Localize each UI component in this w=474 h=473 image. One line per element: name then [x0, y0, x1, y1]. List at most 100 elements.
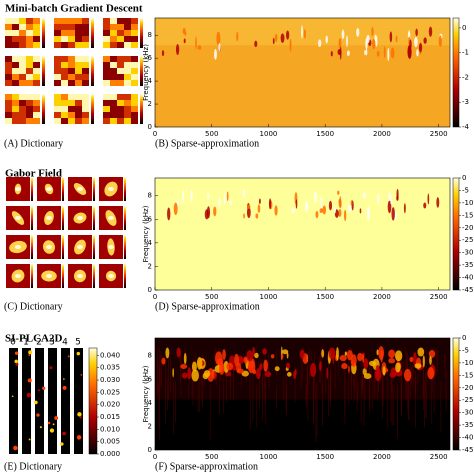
colorbar-tick-label: 0.015 — [100, 413, 120, 421]
dictionary-spot — [34, 400, 38, 405]
spectrogram-blob — [280, 33, 285, 43]
dictionary-colorbar — [31, 177, 33, 201]
spectrogram-blob — [274, 33, 278, 43]
dictionary-cell — [19, 30, 26, 36]
spectrogram-blob — [383, 46, 386, 59]
dictionary-cell — [124, 68, 131, 74]
spectrogram-blob — [281, 353, 284, 359]
dictionary-cell — [54, 42, 61, 48]
dictionary-cell — [26, 74, 33, 80]
dictionary-cell — [54, 74, 61, 80]
spectrogram-blob — [218, 42, 221, 52]
colorbar-tick-label: 0.025 — [100, 388, 120, 396]
spectrogram-blob — [337, 190, 340, 195]
spectrogram-blob — [226, 191, 229, 202]
spectrogram-blob — [423, 37, 427, 44]
dictionary-cell — [110, 118, 117, 124]
spectrogram-blob — [364, 49, 366, 56]
spectrogram-blob — [291, 208, 296, 214]
spectrogram-streak — [393, 385, 395, 426]
dictionary-cell — [82, 112, 89, 118]
spectrogram-blob — [289, 38, 292, 52]
spectrogram-streak — [168, 357, 170, 401]
dictionary-cell — [110, 68, 117, 74]
colorbar-tick-label: -45 — [462, 286, 473, 294]
dictionary-cell — [33, 80, 40, 86]
dictionary-cell — [75, 106, 82, 112]
dictionary-cell — [19, 36, 26, 42]
spectrogram-blob — [414, 363, 422, 369]
spectrogram-streak — [435, 347, 437, 365]
dictionary-cell — [19, 62, 26, 68]
dictionary-cell — [117, 106, 124, 112]
dictionary-cell — [12, 68, 19, 74]
spectrogram-streak — [412, 351, 414, 384]
y-tick-label: 2 — [148, 422, 152, 430]
spectrogram-blob — [238, 357, 243, 363]
spectrogram-streak — [158, 361, 160, 393]
gabor-core — [46, 245, 52, 249]
spectrogram-streak — [302, 347, 304, 382]
x-tick-label: 0 — [153, 293, 157, 301]
dictionary-cell — [54, 112, 61, 118]
spectrogram-blob — [414, 36, 418, 48]
spectrogram-blob — [167, 207, 171, 221]
dictionary-cell — [82, 106, 89, 112]
dictionary-cell — [103, 118, 110, 124]
colorbar-tick-label: 0.035 — [100, 364, 120, 372]
gabor-core — [77, 187, 83, 191]
spectrogram-blob — [204, 209, 209, 220]
dictionary-cell — [26, 80, 33, 86]
dictionary-cell — [82, 74, 89, 80]
spectrogram-streak — [197, 382, 199, 413]
gabor-core — [77, 216, 83, 220]
spectrogram-streak — [214, 347, 216, 366]
dictionary-cell — [124, 80, 131, 86]
spectrogram-streak — [334, 358, 336, 390]
spectrogram-streak — [265, 351, 266, 405]
colorbar-tick-label: -3 — [462, 98, 469, 106]
panel-caption: (F) Sparse-approximation — [155, 461, 258, 472]
dictionary-colorbar — [62, 206, 64, 230]
spectrogram-streak — [300, 360, 302, 390]
dictionary-cell — [117, 62, 124, 68]
dictionary-cell — [54, 118, 61, 124]
dictionary-spot — [77, 412, 82, 417]
dictionary-cell — [61, 56, 68, 62]
spectrogram-blob — [315, 210, 319, 219]
spectrogram-blob — [359, 208, 362, 214]
y-tick-label: 0 — [148, 123, 152, 131]
spectrogram-blob — [337, 48, 342, 55]
spectrogram-blob — [390, 199, 393, 205]
colorbar-tick-label: -4 — [462, 123, 470, 131]
dictionary-cell — [124, 100, 131, 106]
spectrogram-blob — [394, 350, 403, 362]
spectrogram-blob — [388, 192, 392, 201]
spectrogram-blob — [295, 199, 298, 209]
spectrogram-blob — [362, 368, 367, 376]
component-label: 4 — [62, 338, 68, 348]
dictionary-cell — [61, 36, 68, 42]
dictionary-colorbar — [62, 235, 64, 259]
spectrogram-blob — [268, 198, 272, 210]
dictionary-cell — [68, 74, 75, 80]
dictionary-cell — [33, 36, 40, 42]
dictionary-cell — [124, 56, 131, 62]
spectrogram-blob — [213, 206, 217, 217]
dictionary-cell — [75, 80, 82, 86]
spectrogram-blob — [286, 30, 290, 40]
spectrogram-blob — [346, 35, 348, 48]
spectrogram-streak — [276, 365, 278, 378]
dictionary-cell — [82, 42, 89, 48]
dictionary-cell — [26, 118, 33, 124]
spectrogram-streak — [268, 354, 269, 370]
spectrogram-streak — [381, 360, 383, 398]
dictionary-spot — [76, 351, 81, 356]
spectrogram-blob — [395, 35, 398, 43]
dictionary-cell — [75, 18, 82, 24]
gabor-core — [108, 187, 114, 191]
spectrogram-blob — [328, 347, 336, 360]
dictionary-cell — [103, 68, 110, 74]
dictionary-cell — [54, 18, 61, 24]
spectrogram-blob — [375, 365, 381, 379]
